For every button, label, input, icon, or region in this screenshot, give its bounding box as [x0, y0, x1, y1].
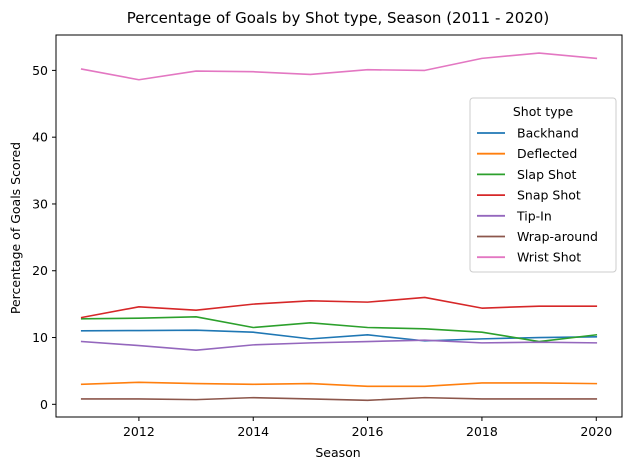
legend-entry-label: Backhand	[517, 126, 579, 141]
legend-entry-label: Tip-In	[516, 208, 552, 223]
x-axis-label: Season	[315, 445, 360, 460]
series-line-slap-shot	[80, 316, 598, 343]
y-tick-label: 50	[32, 63, 48, 78]
series-line-snap-shot	[80, 296, 598, 319]
legend-entry-label: Slap Shot	[517, 167, 576, 182]
plot-area	[55, 34, 623, 418]
y-tick-label: 10	[32, 330, 48, 345]
legend: Shot type Backhand Deflected Slap Shot Snap…	[469, 97, 617, 273]
plot-frame	[55, 34, 623, 418]
legend-entry-label: Wrap-around	[517, 229, 598, 244]
legend-title: Shot type	[513, 104, 574, 119]
series-line-deflected	[80, 381, 598, 388]
x-tick-label: 2020	[580, 424, 612, 439]
y-axis-label: Percentage of Goals Scored	[8, 142, 23, 314]
x-tick-label: 2014	[237, 424, 269, 439]
legend-entry-label: Snap Shot	[517, 188, 581, 203]
x-tick-label: 2016	[352, 424, 384, 439]
y-tick-label: 0	[40, 397, 48, 412]
series-line-wrap-around	[80, 396, 598, 402]
x-axis: 2012 2014 2016 2018 2020	[123, 417, 612, 439]
y-axis: 0 10 20 30 40 50	[32, 63, 56, 412]
legend-entry-label: Deflected	[517, 146, 577, 161]
y-tick-label: 40	[32, 130, 48, 145]
chart-title: Percentage of Goals by Shot type, Season…	[127, 9, 549, 27]
legend-entry-label: Wrist Shot	[517, 250, 581, 265]
legend-box	[469, 97, 617, 273]
series-line-tip-in	[80, 339, 598, 352]
series-line-wrist-shot	[80, 52, 598, 81]
y-tick-label: 20	[32, 263, 48, 278]
x-tick-label: 2012	[123, 424, 155, 439]
y-tick-label: 30	[32, 196, 48, 211]
x-tick-label: 2018	[466, 424, 498, 439]
series-line-backhand	[80, 329, 598, 342]
